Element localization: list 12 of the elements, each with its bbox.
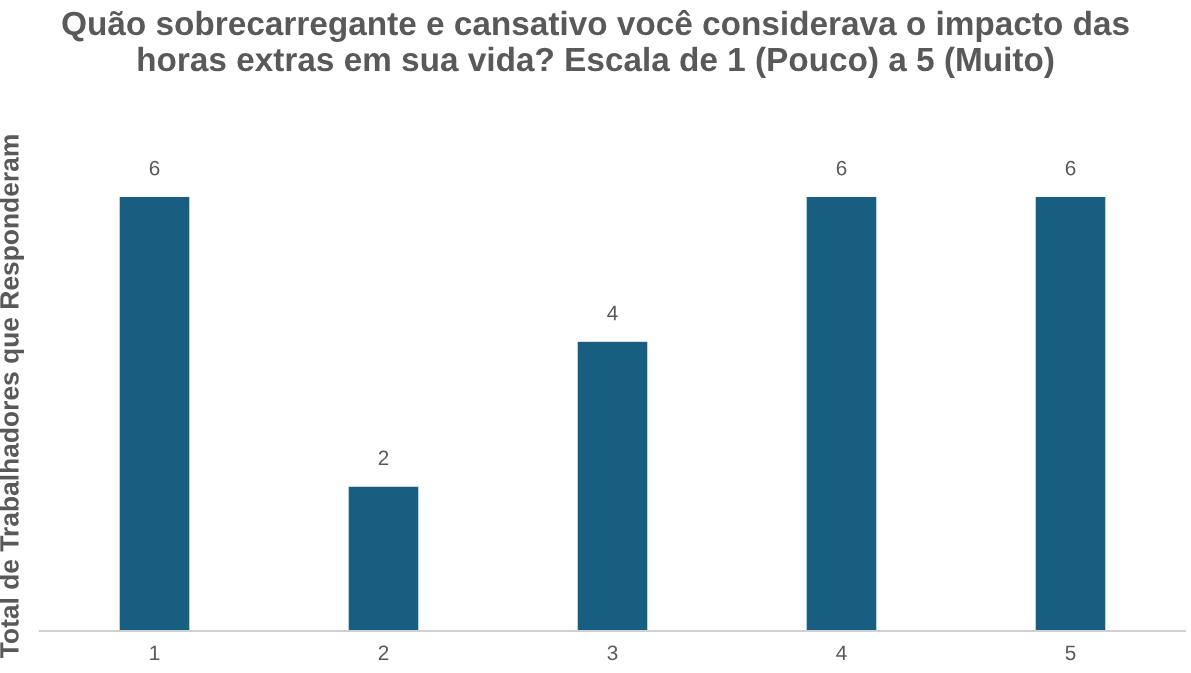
y-axis-title: Total de Trabalhadores que Responderam (0, 135, 24, 658)
data-label: 6 (149, 160, 160, 176)
data-label: 6 (1065, 160, 1076, 176)
chart-title: Quão sobrecarregante e cansativo você considerava o impacto das horas extras em sua vida? Escala de 1 (Pouco) a 5 (Muito) (62, 10, 1129, 78)
x-tick-label: 3 (607, 645, 618, 661)
x-tick-label: 5 (1065, 645, 1076, 661)
x-tick-label: 4 (836, 645, 847, 660)
x-tick-label: 1 (150, 645, 160, 660)
data-label: 2 (378, 450, 389, 466)
x-tick-label: 2 (378, 645, 389, 660)
data-label: 6 (836, 160, 847, 176)
data-label: 4 (607, 305, 618, 321)
